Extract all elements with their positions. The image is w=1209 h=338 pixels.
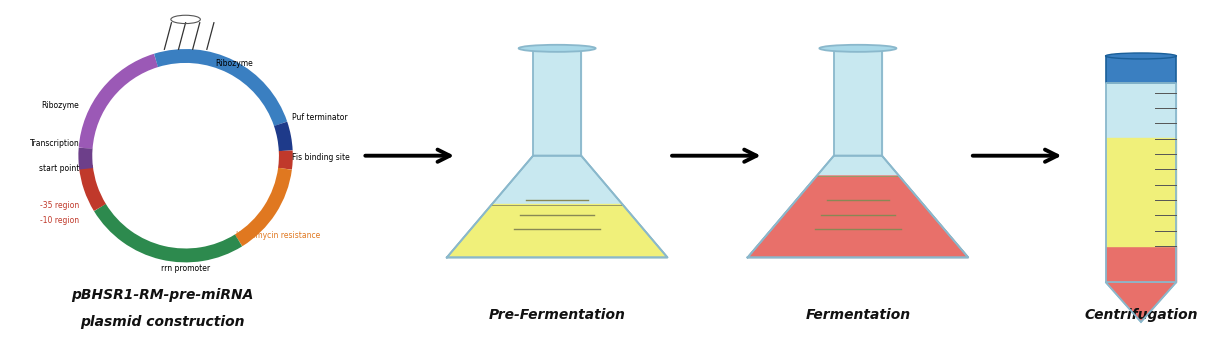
Polygon shape [1105, 282, 1176, 322]
Ellipse shape [519, 45, 596, 52]
Text: -35 region: -35 region [40, 200, 80, 210]
Text: Ribozyme: Ribozyme [215, 59, 254, 69]
Ellipse shape [1105, 53, 1176, 59]
Polygon shape [1105, 246, 1176, 282]
Polygon shape [447, 204, 667, 258]
Polygon shape [533, 48, 582, 156]
Text: start point: start point [39, 164, 80, 173]
Polygon shape [747, 176, 968, 258]
Text: Pre-Fermentation: Pre-Fermentation [488, 308, 625, 322]
Polygon shape [1105, 282, 1176, 322]
Text: Puf terminator: Puf terminator [291, 113, 347, 122]
Text: Fis binding site: Fis binding site [291, 153, 349, 162]
Ellipse shape [820, 45, 896, 52]
FancyBboxPatch shape [1105, 56, 1176, 82]
Polygon shape [1105, 139, 1176, 246]
Text: -10 region: -10 region [40, 216, 80, 224]
Text: pBHSR1-RM-pre-miRNA: pBHSR1-RM-pre-miRNA [71, 288, 253, 302]
Text: Centrifugation: Centrifugation [1084, 308, 1198, 322]
Polygon shape [1105, 82, 1176, 282]
Polygon shape [447, 156, 667, 258]
Text: Transcription: Transcription [30, 139, 80, 148]
Text: Kanamycin resistance: Kanamycin resistance [236, 231, 320, 240]
Text: Ribozyme: Ribozyme [41, 101, 80, 110]
Text: rrn promoter: rrn promoter [161, 264, 210, 273]
Text: Fermentation: Fermentation [805, 308, 910, 322]
Polygon shape [834, 48, 883, 156]
Polygon shape [747, 156, 968, 258]
Text: plasmid construction: plasmid construction [80, 315, 244, 329]
